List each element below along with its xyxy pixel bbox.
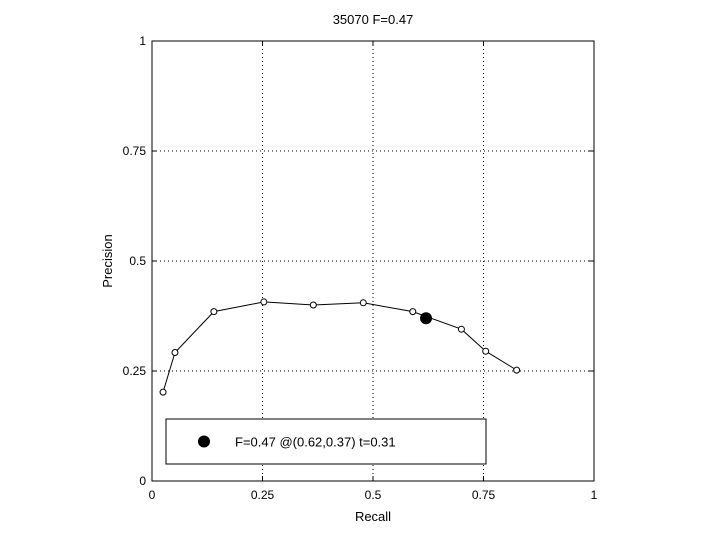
y-tick-label: 0.5 xyxy=(129,254,146,268)
data-point xyxy=(457,325,465,333)
y-tick-label: 0 xyxy=(139,474,146,488)
axis-ticks: 0 0.25 0.5 0.75 1 0 0.25 0.5 0.75 1 xyxy=(123,34,598,502)
x-tick-label: 0 xyxy=(149,488,156,502)
data-point xyxy=(171,349,179,357)
y-tick-label: 0.25 xyxy=(123,364,147,378)
data-point xyxy=(210,308,218,316)
y-axis-label: Precision xyxy=(100,234,115,287)
data-point xyxy=(260,298,268,306)
series-layer xyxy=(159,298,521,396)
data-point xyxy=(159,388,167,396)
legend: F=0.47 @(0.62,0.37) t=0.31 xyxy=(165,418,487,465)
x-tick-label: 0.25 xyxy=(251,488,275,502)
legend-box xyxy=(165,418,487,465)
data-point xyxy=(409,308,417,316)
y-tick-label: 1 xyxy=(139,34,146,48)
chart-title: 35070 F=0.47 xyxy=(333,12,414,27)
x-tick-label: 0.5 xyxy=(365,488,382,502)
x-tick-label: 0.75 xyxy=(472,488,496,502)
legend-marker xyxy=(198,435,210,448)
series-line xyxy=(162,301,517,393)
data-point xyxy=(513,366,521,374)
grid-lines xyxy=(152,41,594,481)
x-tick-label: 1 xyxy=(591,488,598,502)
data-point xyxy=(309,301,317,309)
y-tick-label: 0.75 xyxy=(123,144,147,158)
x-axis-label: Recall xyxy=(355,509,391,524)
best-f-point xyxy=(420,312,433,325)
data-point xyxy=(482,347,490,355)
data-point xyxy=(359,299,367,307)
legend-text: F=0.47 @(0.62,0.37) t=0.31 xyxy=(235,435,396,450)
